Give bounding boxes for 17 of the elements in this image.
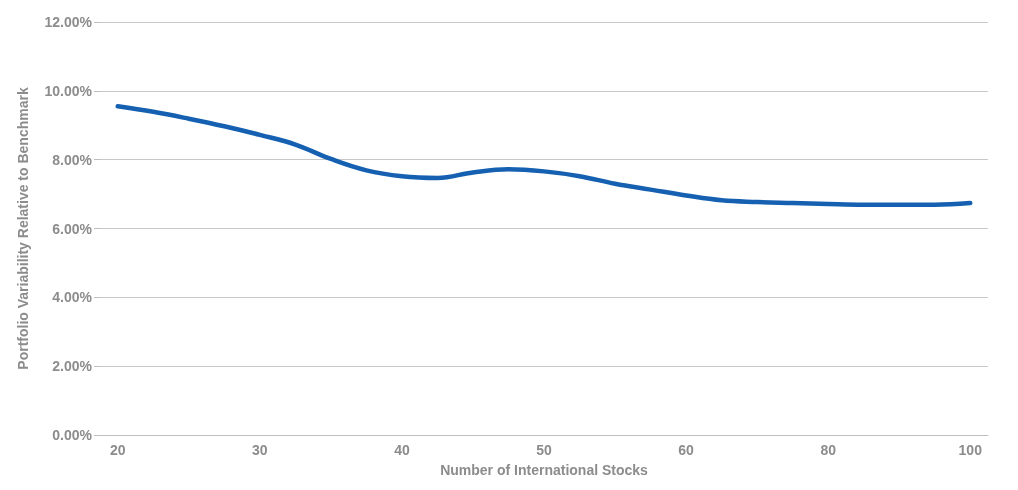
y-tick-label: 0.00% (52, 427, 93, 443)
x-tick-label: 40 (394, 442, 410, 458)
x-tick-label: 100 (958, 442, 983, 458)
x-axis-title: Number of International Stocks (440, 462, 649, 478)
y-tick-label: 6.00% (52, 220, 93, 237)
y-tick-label: 8.00% (52, 151, 93, 168)
y-axis-title: Portfolio Variability Relative to Benchmark (15, 87, 31, 370)
x-tick-label: 80 (820, 442, 837, 458)
y-tick-label: 10.00% (44, 82, 93, 99)
x-tick-label: 50 (536, 442, 552, 458)
y-tick-label: 12.00% (44, 14, 93, 30)
x-tick-label: 20 (109, 442, 126, 458)
x-tick-label: 30 (252, 442, 268, 458)
y-tick-label: 4.00% (52, 289, 93, 306)
x-tick-label: 60 (678, 442, 695, 458)
y-tick-label: 2.00% (52, 358, 93, 375)
line-series (115, 104, 973, 207)
